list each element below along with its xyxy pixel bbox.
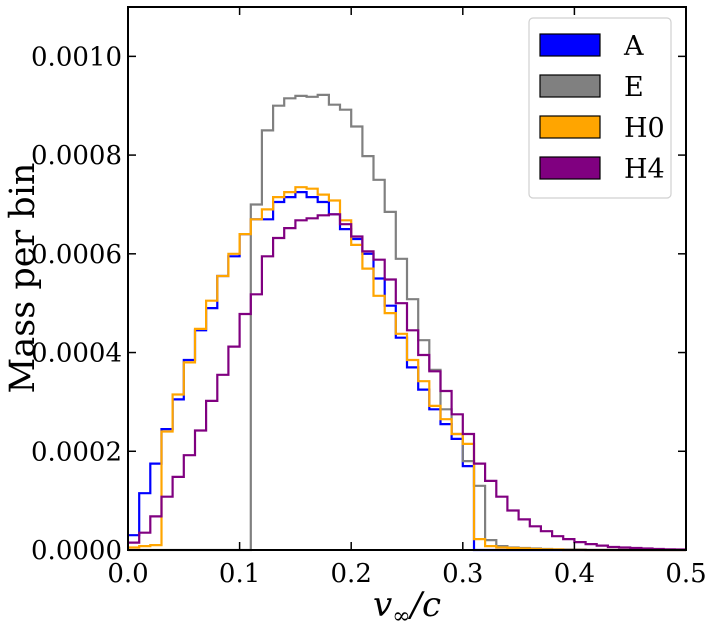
x-tick-label: 0.4 (554, 559, 595, 589)
y-tick-label: 0.0010 (31, 42, 122, 72)
series-line-h0 (128, 186, 686, 552)
series-line-h4 (128, 213, 686, 551)
legend-box (528, 17, 672, 199)
legend-label-a: A (623, 31, 644, 62)
y-tick-label: 0.0000 (31, 536, 122, 566)
legend-label-e: E (624, 72, 644, 103)
legend-swatch-a (539, 33, 601, 57)
legend-swatch-e (539, 74, 601, 98)
x-tick-label: 0.2 (331, 559, 372, 589)
x-axis-label: v∞/c (373, 585, 441, 629)
legend: AE H0 H4 (528, 17, 672, 199)
legend-label-h0: H0 (624, 113, 665, 144)
y-tick-label: 0.0002 (31, 437, 122, 467)
y-tick-label: 0.0008 (31, 141, 122, 171)
y-tick-label: 0.0004 (31, 339, 122, 369)
x-tick-label: 0.0 (107, 559, 148, 589)
y-tick-label: 0.0006 (31, 240, 122, 270)
legend-swatch-h0 (539, 115, 601, 139)
y-axis-label: Mass per bin (3, 163, 43, 394)
x-tick-label: 0.5 (665, 559, 706, 589)
x-tick-label: 0.3 (442, 559, 483, 589)
ticks-layer: 0.0 0.1 0.2 0.3 0.4 0.5 0.0000 0.0002 0.0004 0.00… (31, 7, 707, 589)
plot-frame (127, 6, 687, 551)
legend-label-h4: H4 (624, 154, 665, 185)
legend-swatch-h4 (539, 156, 601, 180)
series-line-a (128, 191, 686, 552)
x-tick-label: 0.1 (219, 559, 260, 589)
